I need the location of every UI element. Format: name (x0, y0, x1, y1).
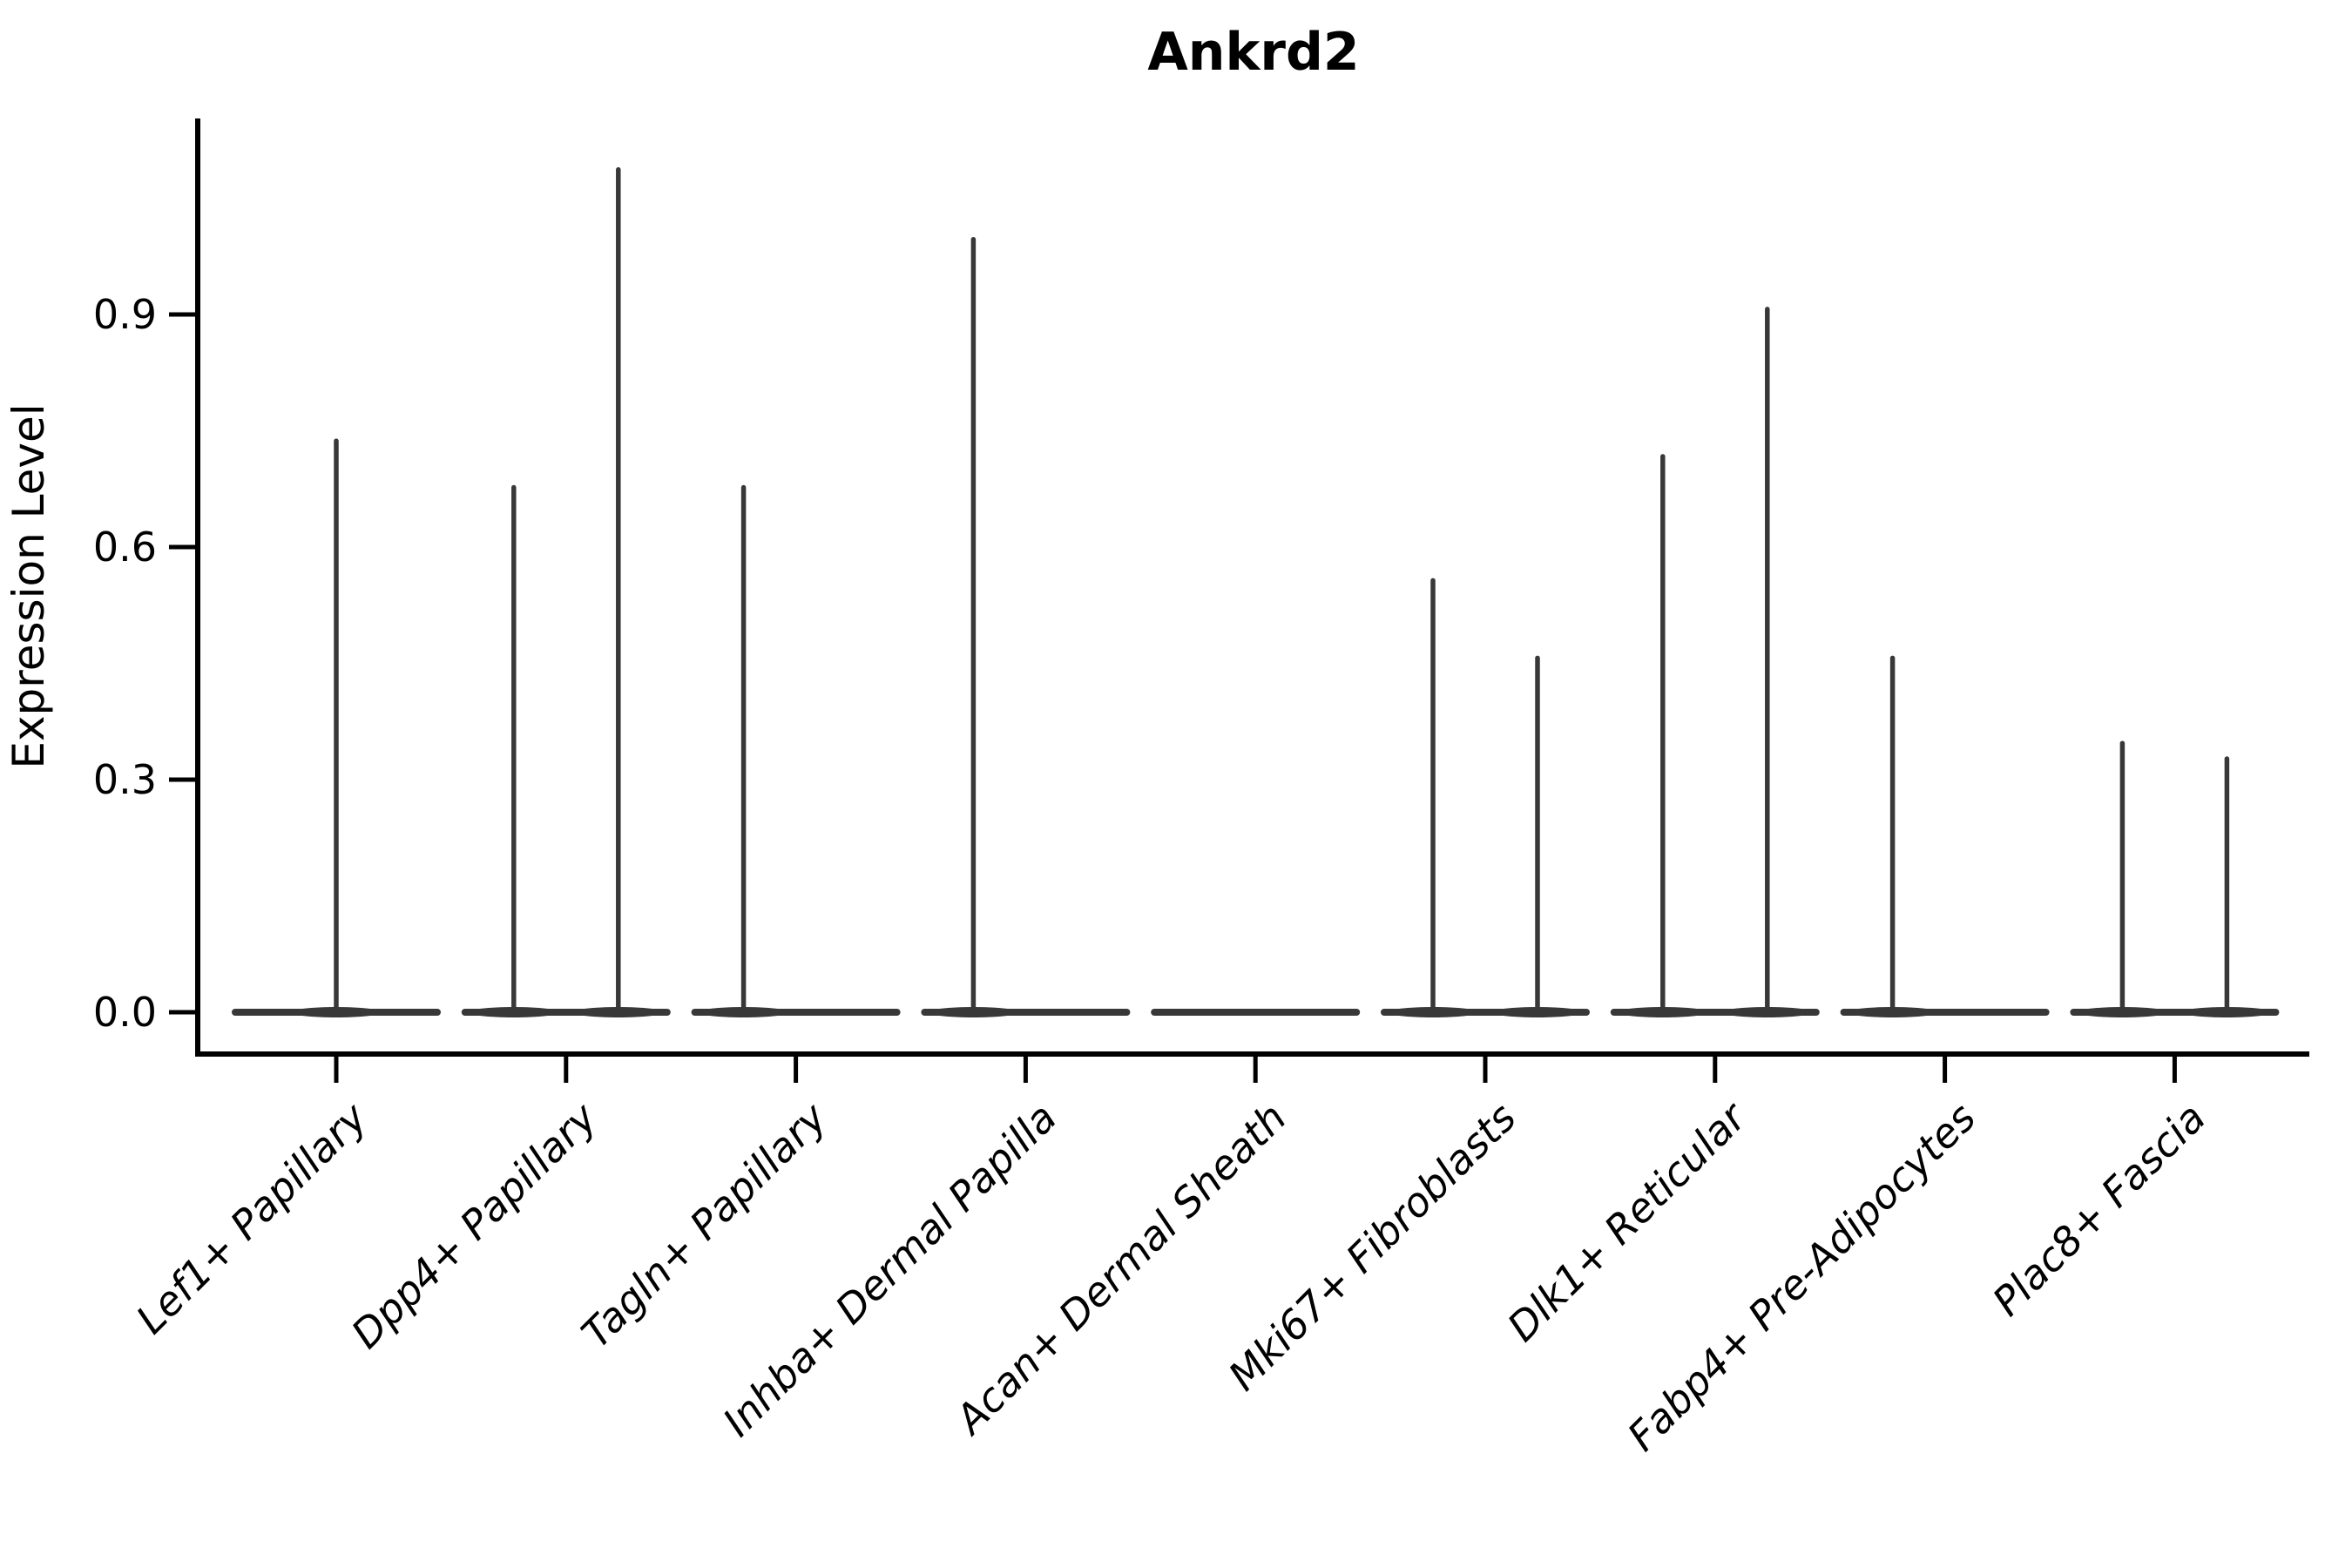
violin-spike (616, 166, 621, 1014)
violins-layer (232, 166, 2280, 1017)
violin-spike (334, 438, 339, 1014)
violin (1610, 307, 1820, 1017)
violin (2070, 740, 2280, 1017)
x-tick-label: Dpp4+ Papillary (342, 1093, 606, 1357)
violin-spike (2119, 740, 2126, 1014)
violin-spike (1660, 454, 1666, 1014)
violin-spike (2224, 756, 2230, 1014)
y-axis-label: Expression Level (3, 403, 54, 768)
violin-spike (1430, 578, 1436, 1014)
violin (461, 166, 671, 1017)
violin (691, 484, 901, 1017)
violin-spike (1889, 655, 1896, 1014)
y-tick-label: 0.9 (93, 291, 157, 338)
chart-title: Ankrd2 (1147, 22, 1359, 83)
violin-spike (740, 484, 747, 1014)
x-tick-label: Dlk1+ Reticular (1498, 1092, 1757, 1350)
violin-spike (1765, 307, 1770, 1015)
violin (1381, 578, 1590, 1017)
violin-baseline (1151, 1009, 1361, 1016)
x-tick-label: Plac8+ Fascia (1984, 1094, 2214, 1325)
x-tick-label: Tagln+ Papillary (572, 1093, 836, 1357)
violin (1151, 1009, 1361, 1016)
violin-spike (1535, 655, 1540, 1014)
y-ticks-layer: 0.0 0.3 0.6 0.9 (93, 291, 198, 1036)
violin (1840, 655, 2050, 1017)
y-tick-label: 0.3 (93, 756, 157, 803)
y-tick-label: 0.6 (93, 524, 157, 571)
x-tick-label: Lef1+ Papillary (127, 1093, 376, 1342)
violin (921, 237, 1131, 1017)
y-tick-label: 0.0 (93, 989, 157, 1036)
axes-layer (195, 118, 2309, 1057)
axis-spines (195, 118, 2309, 1057)
violin-spike (970, 237, 977, 1014)
violin (232, 438, 441, 1017)
violin-spike (511, 484, 517, 1014)
